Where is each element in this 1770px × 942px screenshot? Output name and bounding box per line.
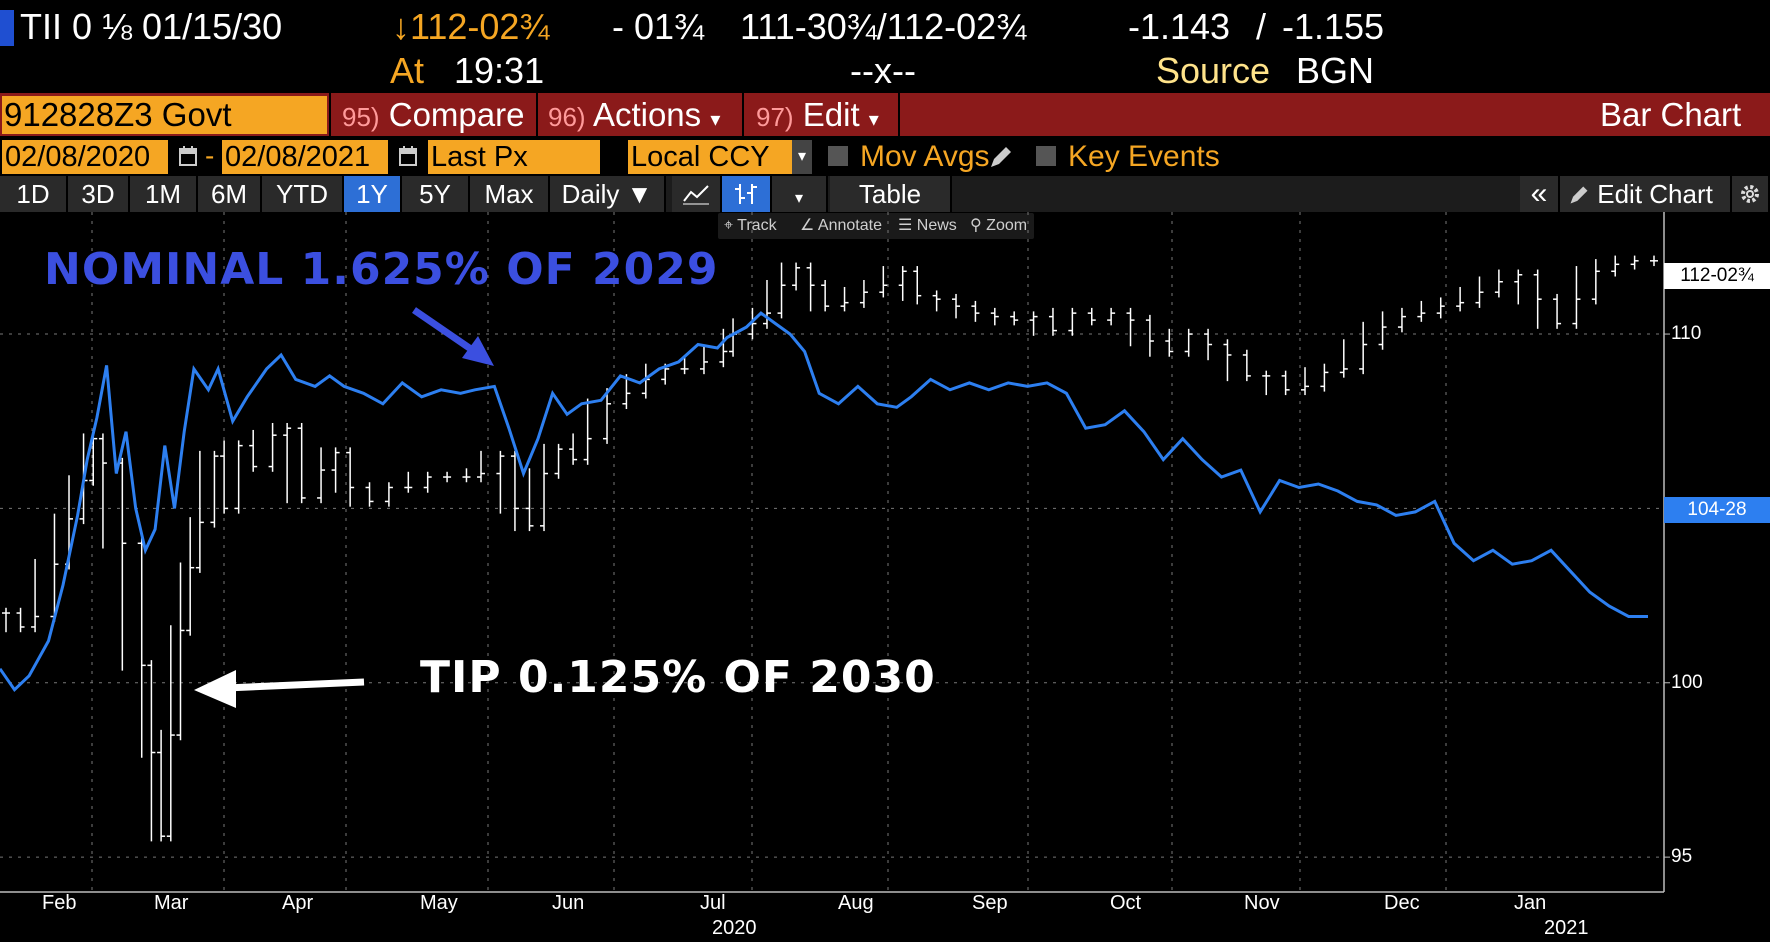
x-tick-label: Feb [42,892,77,914]
x-tick-label: Dec [1384,892,1420,914]
news-tool[interactable]: ☰ News [898,217,957,234]
chart-tools [718,213,1034,239]
tab-3d[interactable]: 3D [68,176,130,212]
bid-ask: 111-30¾/112-02¾ [740,6,1027,47]
nominal-arrowhead [462,336,494,366]
gear-icon[interactable] [1732,176,1770,212]
divider [329,93,331,136]
year-label-2020: 2020 [712,917,757,939]
x-tick-label: Sep [972,892,1008,914]
currency-dropdown-arrow[interactable]: ▾ [792,140,812,174]
line-draw-icon: ∠ [800,217,815,234]
nominal-price-line [0,311,1648,692]
end-date-input[interactable]: 02/08/2021 [222,140,388,174]
chevron-down-icon: ▾ [710,109,721,131]
date-separator: - [205,140,215,171]
table-button[interactable]: Table [830,176,952,212]
divider [898,93,900,136]
tip-annotation: TIP 0.125% OF 2030 [420,652,936,703]
quote-time: 19:31 [454,50,545,91]
news-icon: ☰ [898,217,913,234]
security-ticker: TII 0 ⅛ 01/15/30 [20,6,283,47]
security-header: TII 0 ⅛ 01/15/30 ↓112-02¾ - 01¾ 111-30¾/… [0,0,1770,56]
track-tool[interactable]: ⌖ Track [724,217,777,234]
tab-1y[interactable]: 1Y [344,176,402,212]
tab-ytd[interactable]: YTD [262,176,344,212]
at-label: At [390,50,425,91]
x-tick-label: Jan [1514,892,1547,914]
tip-price-bars [2,255,1658,842]
pencil-icon [1570,186,1588,204]
mov-avgs-checkbox[interactable] [828,146,848,166]
divider [536,93,538,136]
x-tick-label: Jul [700,892,726,914]
price-change: - 01¾ [612,6,705,47]
x-tick-label: Nov [1244,892,1280,914]
chevron-down-icon: ▾ [868,109,879,131]
line-chart-icon[interactable] [672,176,722,212]
tab-1m[interactable]: 1M [130,176,198,212]
tip-arrow [225,678,365,692]
chart-type-dropdown[interactable]: ▾ [772,176,828,212]
function-title: Bar Chart [1600,96,1742,133]
currency-selector[interactable]: Local CCY [628,140,792,174]
active-window-marker [0,10,14,46]
tab-5y[interactable]: 5Y [402,176,470,212]
actions-button[interactable]: 96) Actions ▾ [548,96,721,133]
x-tick-label: May [420,892,458,914]
tab-1d[interactable]: 1D [0,176,68,212]
key-events-checkbox[interactable] [1036,146,1056,166]
price-chart[interactable] [0,212,1770,942]
collapse-button[interactable]: « [1520,176,1560,212]
yield-separator: / [1256,6,1267,47]
frequency-dropdown[interactable]: Daily ▼ [550,176,666,212]
nominal-annotation: NOMINAL 1.625% OF 2029 [44,244,719,295]
key-events-label: Key Events [1068,140,1220,173]
edit-button[interactable]: 97) Edit ▾ [756,96,879,133]
compare-button[interactable]: 95) Compare [342,96,525,133]
chevron-down-icon: ▾ [794,190,804,207]
nominal-last-price-tag: 104-28 [1664,497,1770,523]
yield-1: -1.143 [1128,6,1231,47]
mov-avgs-label: Mov Avgs [860,140,990,173]
x-tick-label: Jun [552,892,585,914]
last-price: ↓112-02¾ [392,6,550,47]
calendar-icon[interactable] [398,144,418,168]
start-date-input[interactable]: 02/08/2020 [2,140,168,174]
annotate-tool[interactable]: ∠ Annotate [800,217,882,234]
y-tick-label: 100 [1671,671,1703,693]
divider [742,93,744,136]
placeholder-field: --x-- [850,50,916,91]
x-tick-label: Aug [838,892,874,914]
pencil-icon[interactable] [988,144,1014,170]
tip-last-price-tag: 112-02¾ [1664,263,1770,289]
x-tick-label: Apr [282,892,314,914]
zoom-tool[interactable]: ⚲ Zoom [970,217,1028,234]
bar-chart-icon[interactable] [722,176,772,212]
source-label: Source [1156,50,1271,91]
tab-6m[interactable]: 6M [198,176,262,212]
year-label-2021: 2021 [1544,917,1589,939]
x-tick-label: Oct [1110,892,1142,914]
chart-grid [0,212,1670,892]
magnifier-icon: ⚲ [970,217,982,234]
tip-arrowhead [194,670,236,708]
y-tick-label: 95 [1671,846,1693,868]
security-input[interactable]: 912828Z3 Govt [2,96,327,134]
x-tick-label: Mar [154,892,189,914]
y-tick-label: 110 [1671,323,1702,345]
field-selector[interactable]: Last Px [428,140,600,174]
crosshair-icon: ⌖ [724,217,734,234]
edit-chart-button[interactable]: Edit Chart [1560,176,1732,212]
source-value: BGN [1296,50,1375,91]
calendar-icon[interactable] [178,144,198,168]
yield-2: -1.155 [1282,6,1385,47]
tab-max[interactable]: Max [470,176,550,212]
